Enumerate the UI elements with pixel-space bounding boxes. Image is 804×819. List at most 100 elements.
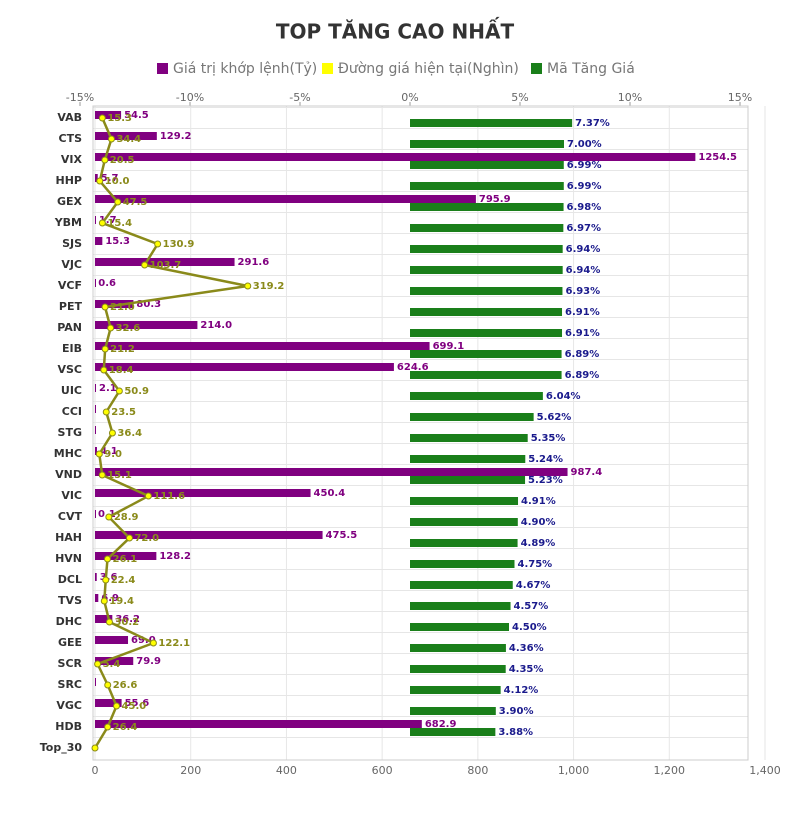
x2-tick-label: -15% xyxy=(66,91,94,104)
bar xyxy=(410,476,526,484)
bar xyxy=(95,573,97,581)
value-label: 4.75% xyxy=(518,559,553,570)
value-label: 5.62% xyxy=(537,412,572,423)
value-label: 130.9 xyxy=(163,239,195,250)
y-tick-label: HHP xyxy=(56,174,82,187)
y-tick-label: VIC xyxy=(61,489,82,502)
value-label: 20.5 xyxy=(110,155,135,166)
value-label: 10.0 xyxy=(105,176,130,187)
value-label: 30.2 xyxy=(114,617,139,628)
x2-tick-label: 15% xyxy=(728,91,752,104)
y-tick-label: SRC xyxy=(58,678,82,691)
line-point xyxy=(94,660,102,668)
y-tick-label: PET xyxy=(59,300,83,313)
y-tick-label: DCL xyxy=(58,573,82,586)
value-label: 4.35% xyxy=(509,664,544,675)
bar xyxy=(410,623,509,631)
x2-tick-label: -5% xyxy=(289,91,310,104)
bar xyxy=(410,308,563,316)
value-label: 987.4 xyxy=(571,467,603,478)
value-label: 4.89% xyxy=(521,538,556,549)
plot-frame xyxy=(92,105,749,761)
bar xyxy=(95,447,97,455)
bar xyxy=(410,119,573,127)
bar xyxy=(410,560,515,568)
bar xyxy=(95,636,129,644)
value-label: 23.5 xyxy=(111,407,136,418)
line-point xyxy=(101,345,109,353)
bar xyxy=(410,413,534,421)
value-label: 1.7 xyxy=(99,215,117,226)
bar xyxy=(410,182,564,190)
value-label: 6.91% xyxy=(565,328,600,339)
x2-tick-label: 10% xyxy=(618,91,642,104)
value-label: 450.4 xyxy=(314,488,346,499)
bar xyxy=(95,426,96,434)
value-label: 36.4 xyxy=(117,428,142,439)
y-tick-label: EIB xyxy=(62,342,82,355)
value-label: 103.7 xyxy=(150,260,182,271)
value-label: 45.0 xyxy=(122,701,147,712)
y-tick-label: HDB xyxy=(55,720,82,733)
line-point xyxy=(91,744,99,752)
bar xyxy=(95,468,568,476)
value-label: 6.99% xyxy=(567,160,602,171)
value-label: 5.35% xyxy=(531,433,566,444)
value-label: 28.9 xyxy=(114,512,139,523)
x-tick-label: 400 xyxy=(276,764,297,777)
y-tick-label: CCI xyxy=(62,405,82,418)
value-label: 111.6 xyxy=(153,491,185,502)
legend-label: Giá trị khớp lệnh(Tỷ) xyxy=(173,61,317,77)
bar xyxy=(410,644,506,652)
y-tick-label: VJC xyxy=(61,258,82,271)
bar xyxy=(410,707,496,715)
line-point xyxy=(103,555,111,563)
value-label: 80.3 xyxy=(136,299,161,310)
bar xyxy=(95,405,96,413)
y-tick-label: PAN xyxy=(57,321,82,334)
line-point xyxy=(98,114,106,122)
value-label: 69.0 xyxy=(131,635,156,646)
value-label: 6.94% xyxy=(566,265,601,276)
y-tick-label: HAH xyxy=(55,531,82,544)
line-point xyxy=(100,366,108,374)
value-label: 6.97% xyxy=(566,223,601,234)
legend-swatch xyxy=(531,63,542,74)
value-label: 32.6 xyxy=(116,323,141,334)
value-label: 682.9 xyxy=(425,719,457,730)
value-label: 19.4 xyxy=(109,596,134,607)
value-label: 4.91% xyxy=(521,496,556,507)
bar xyxy=(410,392,543,400)
bar xyxy=(95,657,134,665)
line-point xyxy=(104,723,112,731)
y-tick-label: VIX xyxy=(61,153,83,166)
value-label: 128.2 xyxy=(159,551,191,562)
line-point xyxy=(107,135,115,143)
value-label: 54.5 xyxy=(124,110,149,121)
value-label: 4.50% xyxy=(512,622,547,633)
y-tick-label: YBM xyxy=(54,216,82,229)
value-label: 6.04% xyxy=(546,391,581,402)
bar xyxy=(410,224,564,232)
y-tick-label: STG xyxy=(58,426,82,439)
line-point xyxy=(115,387,123,395)
value-label: 795.9 xyxy=(479,194,511,205)
value-label: 3.88% xyxy=(498,727,533,738)
value-label: 15.4 xyxy=(107,218,132,229)
value-label: 6.89% xyxy=(565,349,600,360)
bar xyxy=(410,287,563,295)
line-point xyxy=(141,261,149,269)
bar xyxy=(410,245,563,253)
value-label: 15.1 xyxy=(107,470,132,481)
bar xyxy=(410,161,564,169)
bar xyxy=(95,615,113,623)
value-label: 4.57% xyxy=(514,601,549,612)
y-tick-label: GEE xyxy=(58,636,82,649)
value-label: 6.91% xyxy=(565,307,600,318)
y-tick-label: Top_30 xyxy=(40,741,83,754)
bar xyxy=(410,455,526,463)
x2-tick-label: 5% xyxy=(511,91,528,104)
legend-swatch xyxy=(322,63,333,74)
y-tick-label: MHC xyxy=(54,447,82,460)
